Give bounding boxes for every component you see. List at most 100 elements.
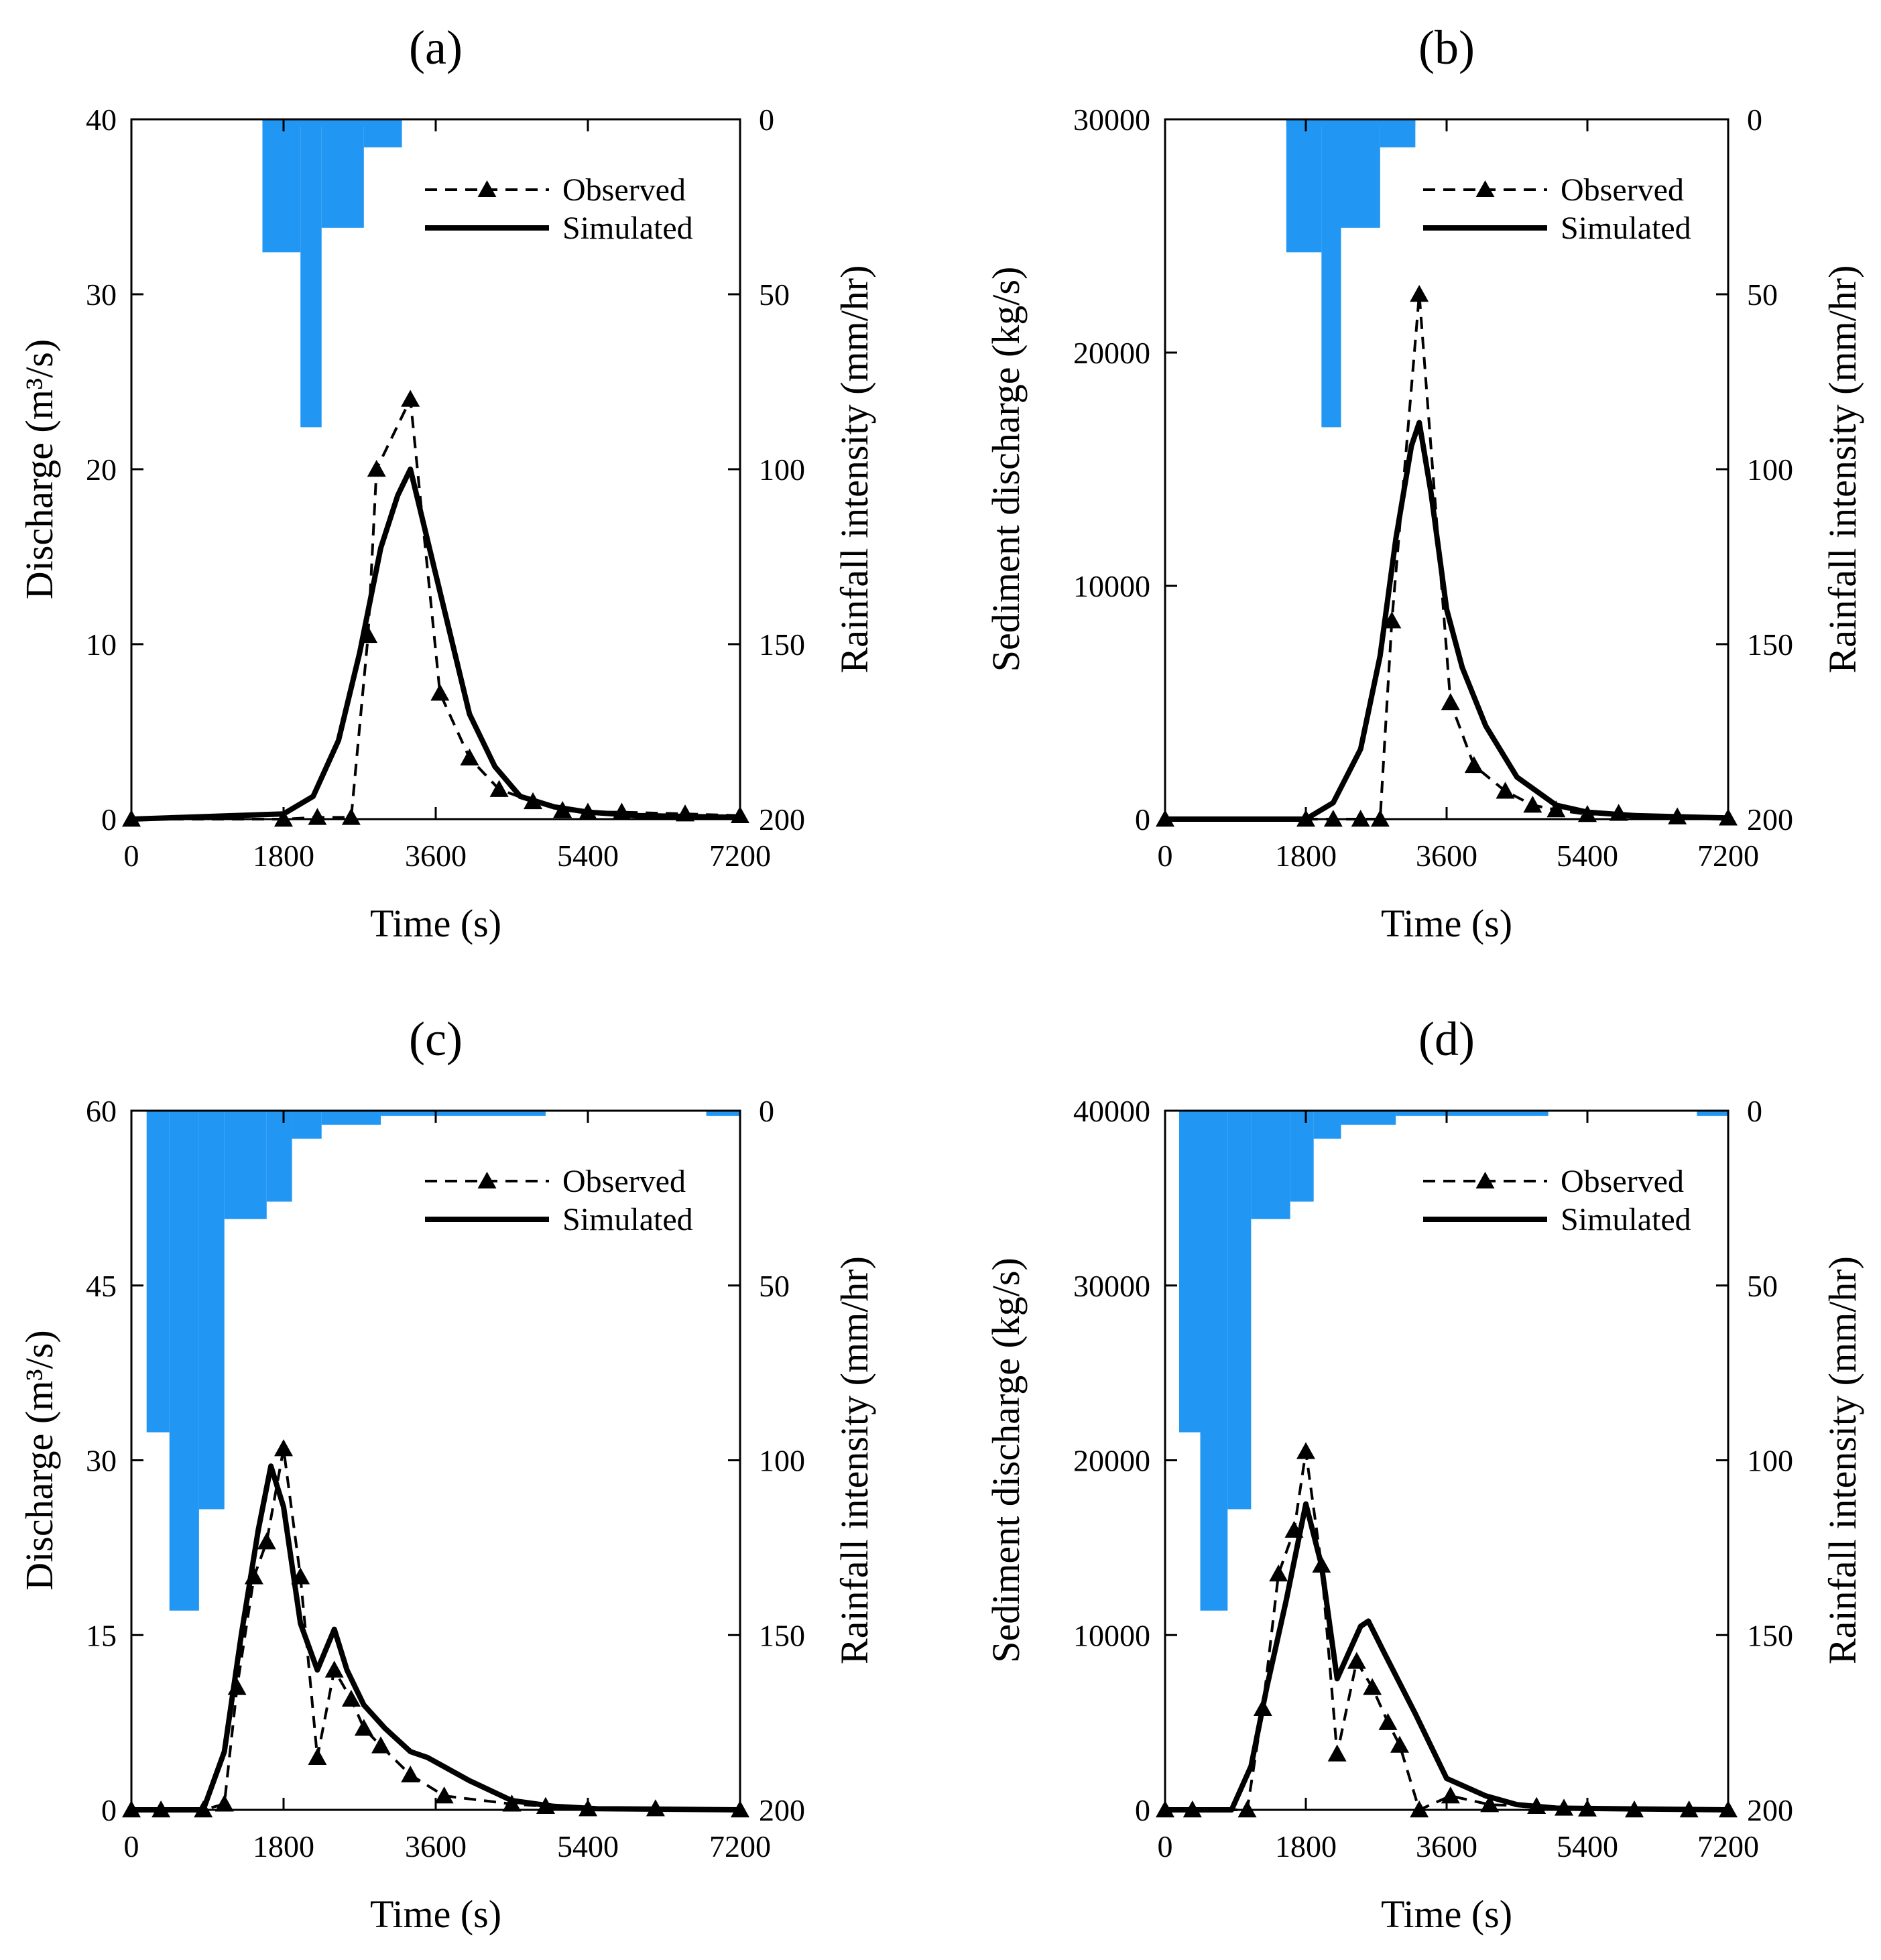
x-tick-label: 0 xyxy=(124,1829,139,1863)
legend-observed-label: Observed xyxy=(1561,172,1684,208)
y-tick-label: 20000 xyxy=(1073,336,1150,370)
observed-line xyxy=(1165,294,1729,820)
observed-point xyxy=(308,808,327,825)
observed-point xyxy=(401,389,420,407)
observed-point xyxy=(341,808,361,825)
y-tick-label: 30 xyxy=(86,1444,117,1478)
observed-point xyxy=(341,1689,361,1707)
simulated-line xyxy=(131,1463,741,1813)
observed-point xyxy=(1441,1786,1460,1804)
observed-point xyxy=(1363,1678,1382,1695)
y-tick-label: 40000 xyxy=(1073,1094,1150,1128)
y2-tick-label: 100 xyxy=(759,1444,805,1478)
y-tick-label: 0 xyxy=(101,802,117,837)
y-tick-label: 30000 xyxy=(1073,1269,1150,1303)
y-axis-label: Sediment discharge (kg/s) xyxy=(984,1258,1028,1663)
observed-point xyxy=(1382,611,1402,629)
simulated-line xyxy=(1165,1501,1729,1813)
observed-point xyxy=(434,1786,454,1804)
y2-tick-label: 150 xyxy=(759,627,805,662)
x-tick-label: 1800 xyxy=(1275,1829,1337,1863)
panel-title: (d) xyxy=(1418,1012,1475,1066)
x-tick-label: 5400 xyxy=(1557,839,1618,873)
observed-point xyxy=(1269,1564,1288,1582)
observed-point xyxy=(489,780,509,797)
observed-point xyxy=(1480,1795,1500,1813)
rainfall-bar xyxy=(1251,1111,1290,1219)
x-tick-label: 1800 xyxy=(1275,839,1337,873)
observed-point xyxy=(308,1748,327,1765)
observed-point xyxy=(1390,1735,1409,1753)
y-axis-label: Discharge (m³/s) xyxy=(17,339,61,599)
legend-observed-label: Observed xyxy=(562,1164,686,1199)
rainfall-bar xyxy=(1697,1111,1728,1116)
rainfall-bars xyxy=(1179,1111,1728,1611)
rainfall-bar xyxy=(321,1111,381,1125)
rainfall-bar xyxy=(300,119,322,428)
simulated-line xyxy=(131,467,741,822)
y-tick-label: 10 xyxy=(86,627,117,662)
rainfall-bar xyxy=(1396,1111,1549,1116)
rainfall-bar xyxy=(1286,119,1416,127)
legend-observed-label: Observed xyxy=(562,172,686,208)
y2-tick-label: 150 xyxy=(1747,627,1793,662)
y2-tick-label: 200 xyxy=(1747,802,1793,837)
observed-point xyxy=(1347,1652,1366,1669)
x-axis-label: Time (s) xyxy=(1381,1892,1512,1936)
y-tick-label: 30000 xyxy=(1073,103,1150,137)
observed-point xyxy=(1370,810,1390,827)
rainfall-bar xyxy=(381,1111,546,1116)
y2-tick-label: 100 xyxy=(1747,452,1793,487)
rainfall-bar xyxy=(706,1111,740,1116)
y-axis-label: Sediment discharge (kg/s) xyxy=(984,267,1028,672)
y2-tick-label: 150 xyxy=(1747,1618,1793,1652)
x-tick-label: 7200 xyxy=(1697,1829,1759,1863)
x-axis-label: Time (s) xyxy=(370,1892,501,1936)
x-tick-label: 7200 xyxy=(709,1829,771,1863)
y2-tick-label: 200 xyxy=(759,802,805,837)
observed-point xyxy=(430,684,450,701)
rainfall-bars xyxy=(1286,119,1416,428)
legend-simulated-label: Simulated xyxy=(1561,1202,1691,1237)
chart-panel-2: (b) 0 1800 3600 5400 7200 0 10000 20000 30000 0 50 1… xyxy=(984,21,1864,945)
rainfall-bar xyxy=(1341,119,1380,228)
rainfall-bar xyxy=(262,119,402,127)
x-tick-label: 7200 xyxy=(1697,839,1759,873)
observed-point xyxy=(1296,1442,1315,1459)
x-tick-label: 5400 xyxy=(557,1829,619,1863)
rainfall-bars xyxy=(146,1111,740,1611)
x-axis-label: Time (s) xyxy=(370,902,501,945)
rainfall-bar xyxy=(1227,1111,1252,1510)
legend-observed-marker xyxy=(1475,1172,1495,1188)
x-tick-label: 0 xyxy=(1158,839,1173,873)
x-tick-label: 3600 xyxy=(405,1829,467,1863)
panel-title: (b) xyxy=(1418,21,1475,74)
y2-tick-label: 150 xyxy=(759,1618,805,1652)
rainfall-bars xyxy=(262,119,402,428)
x-tick-label: 3600 xyxy=(1416,1829,1477,1863)
y-tick-label: 20 xyxy=(86,452,117,487)
rainfall-bar xyxy=(266,1111,292,1202)
observed-point xyxy=(1546,800,1566,818)
rainfall-bar xyxy=(262,119,301,253)
rainfall-bar xyxy=(321,119,364,228)
y2-tick-label: 0 xyxy=(1747,1094,1762,1128)
rainfall-bar xyxy=(1179,1111,1201,1432)
rainfall-bar xyxy=(1290,1111,1314,1202)
rainfall-bar xyxy=(169,1111,199,1611)
legend-simulated-label: Simulated xyxy=(562,1202,693,1237)
observed-point xyxy=(1323,810,1343,827)
y2-tick-label: 100 xyxy=(759,452,805,487)
rainfall-bar xyxy=(1313,1111,1341,1139)
observed-point xyxy=(274,1439,293,1457)
legend-observed-label: Observed xyxy=(1561,1164,1684,1199)
observed-point xyxy=(1410,1800,1429,1818)
observed-point xyxy=(215,1794,234,1812)
panel-title: (a) xyxy=(409,21,463,74)
legend-observed-marker xyxy=(477,1172,497,1188)
rainfall-bar xyxy=(292,1111,322,1139)
x-axis-label: Time (s) xyxy=(1381,902,1512,945)
y2-tick-label: 200 xyxy=(1747,1793,1793,1827)
rainfall-bar xyxy=(224,1111,267,1219)
